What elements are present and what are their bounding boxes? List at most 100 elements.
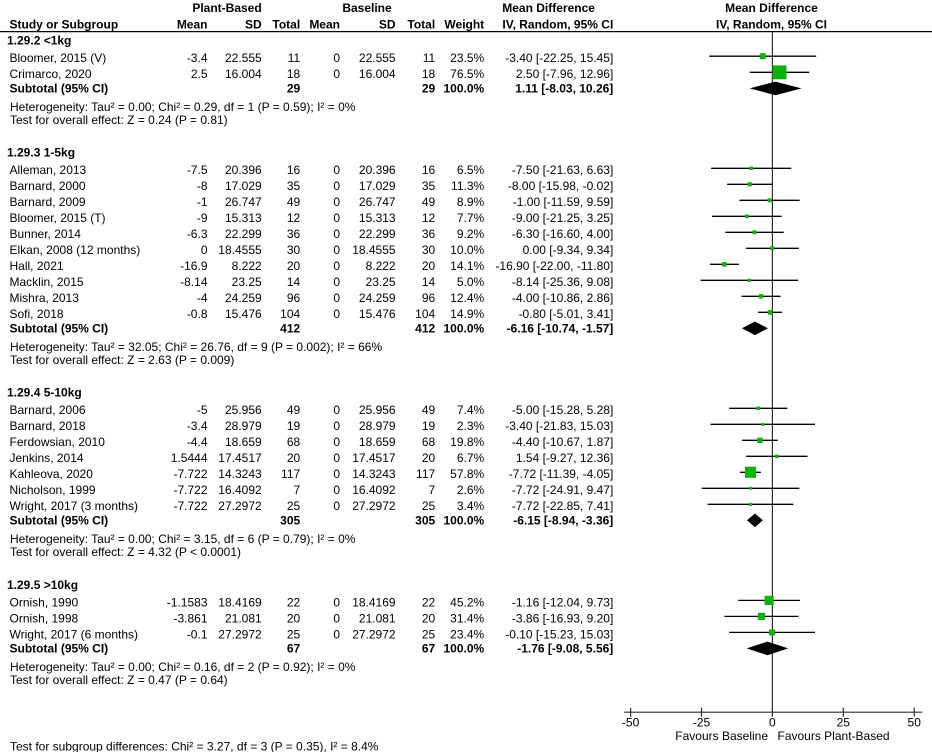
svg-text:Plant-Based: Plant-Based (192, 1, 261, 15)
svg-text:20.396: 20.396 (225, 163, 262, 177)
svg-text:2.50 [-7.96, 12.96]: 2.50 [-7.96, 12.96] (516, 67, 613, 81)
svg-text:Mishra, 2013: Mishra, 2013 (10, 291, 80, 305)
svg-text:0: 0 (333, 163, 340, 177)
svg-text:-3.4: -3.4 (187, 51, 208, 65)
svg-text:0: 0 (333, 227, 340, 241)
svg-text:7: 7 (429, 483, 436, 497)
svg-text:1.29.3 1-5kg: 1.29.3 1-5kg (7, 146, 75, 160)
svg-text:1.54 [-9.27, 12.36]: 1.54 [-9.27, 12.36] (516, 451, 613, 465)
svg-text:-3.40 [-22.25, 15.45]: -3.40 [-22.25, 15.45] (505, 51, 613, 65)
svg-text:0: 0 (333, 179, 340, 193)
svg-text:14.9%: 14.9% (450, 307, 484, 321)
svg-text:Barnard, 2018: Barnard, 2018 (10, 419, 86, 433)
svg-text:35: 35 (422, 179, 436, 193)
svg-text:Hall, 2021: Hall, 2021 (10, 259, 64, 273)
svg-text:0: 0 (333, 451, 340, 465)
svg-text:1.11 [-8.03, 10.26]: 1.11 [-8.03, 10.26] (515, 81, 613, 95)
svg-text:11: 11 (423, 51, 436, 65)
svg-text:-7.72 [-24.91, 9.47]: -7.72 [-24.91, 9.47] (512, 483, 613, 497)
svg-text:14: 14 (422, 275, 436, 289)
svg-text:0: 0 (333, 259, 340, 273)
svg-text:1.29.5 >10kg: 1.29.5 >10kg (7, 578, 78, 592)
svg-text:SD: SD (379, 17, 396, 31)
svg-text:5.0%: 5.0% (457, 275, 485, 289)
svg-text:100.0%: 100.0% (443, 641, 484, 655)
svg-text:96: 96 (422, 291, 436, 305)
svg-text:-1.00 [-11.59, 9.59]: -1.00 [-11.59, 9.59] (513, 195, 614, 209)
svg-text:Sofi, 2018: Sofi, 2018 (10, 307, 64, 321)
svg-text:Wright, 2017 (6 months): Wright, 2017 (6 months) (10, 627, 139, 641)
svg-text:Subtotal (95% CI): Subtotal (95% CI) (10, 513, 109, 527)
svg-text:28.979: 28.979 (225, 419, 262, 433)
svg-text:45.2%: 45.2% (450, 595, 484, 609)
svg-text:49: 49 (422, 403, 436, 417)
svg-text:12.4%: 12.4% (450, 291, 484, 305)
svg-text:Barnard, 2009: Barnard, 2009 (10, 195, 86, 209)
svg-text:Heterogeneity: Tau² = 0.00; Ch: Heterogeneity: Tau² = 0.00; Chi² = 0.29,… (10, 100, 356, 114)
svg-text:0: 0 (333, 435, 340, 449)
svg-text:SD: SD (245, 17, 262, 31)
svg-text:49: 49 (287, 195, 301, 209)
svg-text:-6.15 [-8.94, -3.36]: -6.15 [-8.94, -3.36] (513, 513, 613, 527)
svg-text:25.956: 25.956 (359, 403, 396, 417)
svg-text:27.2972: 27.2972 (218, 499, 262, 513)
svg-text:Mean: Mean (309, 17, 340, 31)
svg-text:0: 0 (333, 291, 340, 305)
svg-text:17.029: 17.029 (225, 179, 262, 193)
svg-text:7.4%: 7.4% (457, 403, 485, 417)
svg-text:Bloomer, 2015 (T): Bloomer, 2015 (T) (10, 211, 106, 225)
svg-text:305: 305 (415, 513, 435, 527)
svg-text:-3.40 [-21.83, 15.03]: -3.40 [-21.83, 15.03] (505, 419, 613, 433)
svg-text:-1: -1 (197, 195, 208, 209)
svg-text:12: 12 (287, 211, 301, 225)
svg-text:31.4%: 31.4% (450, 611, 484, 625)
svg-text:Barnard, 2000: Barnard, 2000 (10, 179, 86, 193)
svg-text:20: 20 (422, 451, 436, 465)
svg-text:-8: -8 (197, 179, 208, 193)
svg-text:96: 96 (287, 291, 301, 305)
svg-text:Test for overall effect: Z = 0: Test for overall effect: Z = 0.47 (P = 0… (10, 673, 228, 687)
svg-text:-3.4: -3.4 (187, 419, 208, 433)
svg-text:3.4%: 3.4% (457, 499, 485, 513)
svg-text:Jenkins, 2014: Jenkins, 2014 (10, 451, 84, 465)
svg-text:11: 11 (288, 51, 301, 65)
svg-text:Baseline: Baseline (342, 1, 392, 15)
svg-text:Subtotal (95% CI): Subtotal (95% CI) (10, 641, 109, 655)
svg-text:Wright, 2017 (3 months): Wright, 2017 (3 months) (10, 499, 139, 513)
svg-text:18: 18 (422, 67, 436, 81)
svg-text:16.4092: 16.4092 (218, 483, 262, 497)
svg-text:27.2972: 27.2972 (352, 627, 396, 641)
svg-text:-7.72 [-22.85, 7.41]: -7.72 [-22.85, 7.41] (512, 499, 613, 513)
svg-text:19: 19 (422, 419, 436, 433)
svg-text:7: 7 (294, 483, 301, 497)
svg-text:-0.8: -0.8 (187, 307, 208, 321)
svg-text:18.659: 18.659 (225, 435, 262, 449)
svg-text:-6.3: -6.3 (187, 227, 208, 241)
svg-text:1.29.2 <1kg: 1.29.2 <1kg (7, 34, 71, 48)
svg-text:14.3243: 14.3243 (218, 467, 262, 481)
svg-text:0: 0 (333, 403, 340, 417)
svg-text:21.081: 21.081 (225, 611, 262, 625)
svg-text:Subtotal (95% CI): Subtotal (95% CI) (10, 321, 109, 335)
svg-text:Ferdowsian, 2010: Ferdowsian, 2010 (10, 435, 106, 449)
svg-text:-4.40 [-10.67, 1.87]: -4.40 [-10.67, 1.87] (512, 435, 613, 449)
svg-text:100.0%: 100.0% (443, 513, 484, 527)
svg-text:26.747: 26.747 (359, 195, 396, 209)
svg-text:68: 68 (422, 435, 436, 449)
svg-text:Test for overall effect: Z = 0: Test for overall effect: Z = 0.24 (P = 0… (10, 113, 228, 127)
svg-text:2.3%: 2.3% (457, 419, 485, 433)
svg-text:26.747: 26.747 (225, 195, 262, 209)
svg-text:1.29.4 5-10kg: 1.29.4 5-10kg (7, 386, 82, 400)
svg-text:18.4555: 18.4555 (352, 243, 396, 257)
svg-text:-4: -4 (197, 291, 208, 305)
svg-text:Subtotal (95% CI): Subtotal (95% CI) (10, 81, 109, 95)
svg-text:67: 67 (422, 641, 436, 655)
svg-text:20: 20 (422, 611, 436, 625)
svg-text:0: 0 (333, 243, 340, 257)
svg-text:Weight: Weight (444, 17, 484, 31)
svg-text:27.2972: 27.2972 (218, 627, 262, 641)
svg-text:21.081: 21.081 (359, 611, 396, 625)
svg-text:22.555: 22.555 (225, 51, 262, 65)
svg-text:-50: -50 (622, 716, 640, 730)
svg-text:-9: -9 (197, 211, 208, 225)
